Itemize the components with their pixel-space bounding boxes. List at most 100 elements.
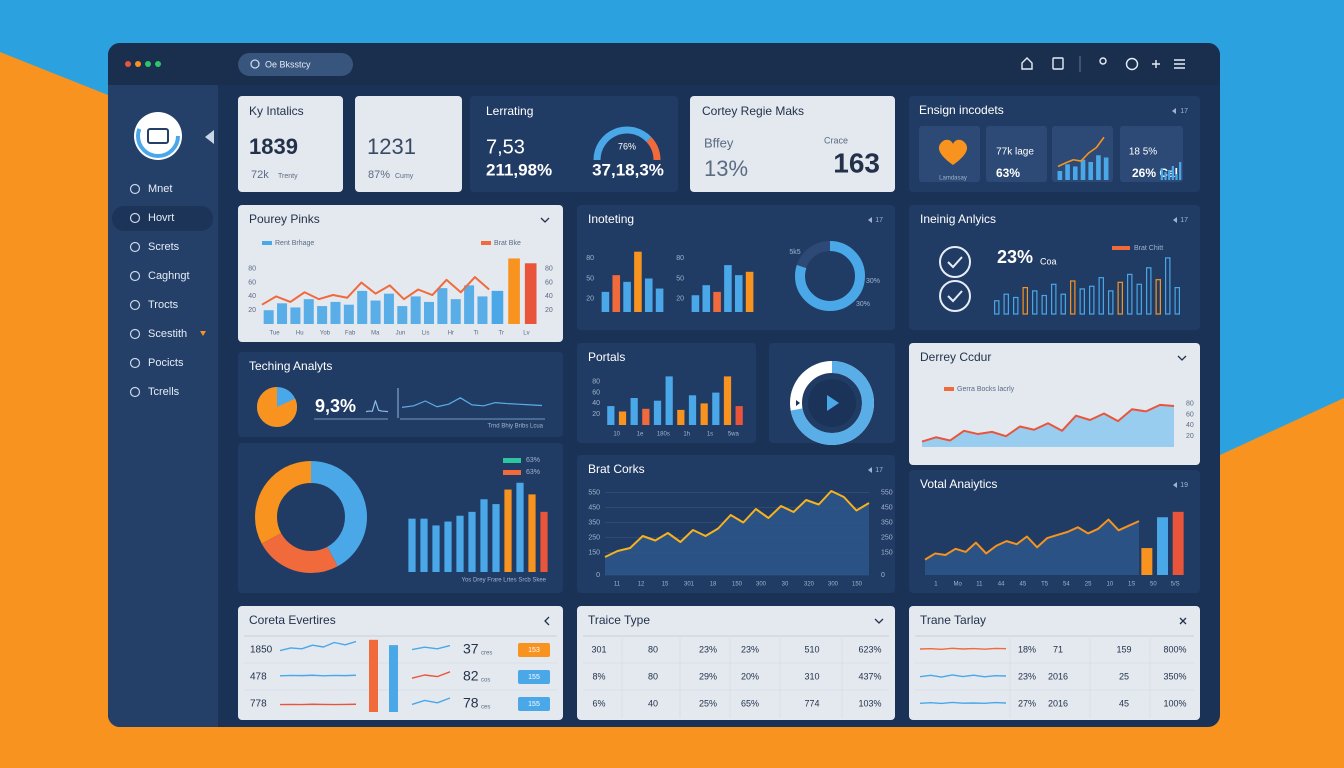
line — [365, 400, 389, 413]
x-tick-label: Tr — [499, 331, 504, 337]
bar — [1171, 166, 1174, 180]
control-arrow[interactable] — [1173, 217, 1177, 223]
menu-icon[interactable] — [1174, 59, 1185, 69]
y-tick-label: 250 — [588, 534, 600, 541]
donut-segment — [257, 387, 297, 427]
x-tick-label: 1e — [637, 432, 644, 438]
nav-active — [112, 206, 213, 231]
label: 30% — [866, 278, 880, 285]
gauge-value — [593, 126, 652, 161]
user-icon[interactable] — [1099, 57, 1107, 65]
table-cell: 623% — [858, 644, 881, 654]
panel — [238, 96, 343, 192]
x-tick-label: 12 — [638, 582, 645, 588]
table-cell: 80 — [648, 671, 658, 681]
y-tick-label: 80 — [248, 266, 256, 273]
doc-icon[interactable] — [1052, 57, 1064, 70]
bar — [410, 296, 421, 324]
x-tick-label: Hu — [296, 331, 304, 337]
bar — [1136, 283, 1142, 315]
label: 478 — [250, 672, 267, 683]
table-cell: 29% — [699, 671, 717, 681]
collapse-arrow[interactable] — [205, 130, 214, 144]
search-box[interactable] — [238, 53, 353, 76]
play-icon[interactable] — [827, 395, 839, 411]
window-dot — [135, 61, 141, 67]
nav-item[interactable]: Hovrt — [148, 212, 174, 224]
x-tick-label: 5/S — [1171, 582, 1180, 588]
x-tick-label: 180s — [657, 432, 670, 438]
table-title: Coreta Evertires — [249, 613, 336, 627]
y-tick-label: 40 — [1186, 422, 1194, 429]
area — [605, 491, 869, 575]
legend-swatch — [503, 458, 521, 463]
chevron[interactable] — [1177, 355, 1187, 361]
nav-item[interactable]: Tcrells — [148, 386, 180, 398]
panel-title: Portals — [588, 350, 625, 364]
table-cell: 27% — [1018, 698, 1036, 708]
table-cell: 100% — [1163, 698, 1186, 708]
close[interactable] — [1179, 617, 1187, 625]
bar — [303, 299, 314, 324]
panel-title: Pourey Pinks — [249, 212, 320, 226]
line — [919, 647, 1007, 650]
bar — [508, 258, 520, 324]
chevron[interactable] — [874, 618, 884, 624]
table-cell: 80 — [648, 644, 658, 654]
line — [924, 518, 1140, 561]
control-arrow[interactable] — [868, 467, 872, 473]
chevron[interactable] — [544, 616, 550, 626]
bar — [677, 409, 685, 425]
control-arrow[interactable] — [868, 217, 872, 223]
nav-item[interactable]: Trocts — [148, 299, 179, 311]
control-arrow[interactable] — [1172, 108, 1176, 114]
bar — [612, 275, 621, 312]
panel-title: Ineinig Anlyics — [920, 212, 996, 226]
control-arrow[interactable] — [1173, 482, 1177, 488]
tile — [986, 126, 1047, 182]
bar — [634, 251, 642, 312]
label: 23% — [997, 247, 1033, 267]
add-icon[interactable] — [1152, 60, 1160, 68]
label: 77k lage — [996, 147, 1034, 158]
panel — [238, 443, 563, 593]
x-tick-label: Hr — [448, 331, 454, 337]
y-tick-label: 80 — [592, 379, 600, 386]
bar — [424, 301, 435, 324]
tile — [1120, 126, 1183, 182]
nav-item[interactable]: Caghngt — [148, 270, 190, 282]
nav-icon — [129, 183, 141, 195]
bar — [655, 288, 664, 312]
chevron[interactable] — [540, 217, 550, 223]
x-tick-label: 300 — [756, 582, 767, 588]
label: 76% — [618, 141, 636, 151]
nav-item[interactable]: Mnet — [148, 183, 172, 195]
logo-ring — [136, 114, 180, 158]
line — [411, 671, 451, 679]
panel-title: Inoteting — [588, 212, 634, 226]
label: 30% — [856, 301, 870, 308]
bar — [734, 275, 743, 312]
bar — [1179, 162, 1182, 180]
bar — [745, 271, 754, 312]
legend-swatch — [262, 241, 272, 245]
nav-item[interactable]: Pocicts — [148, 357, 184, 369]
table-cell: 65% — [741, 698, 759, 708]
bar — [383, 293, 394, 324]
y-tick-label: 450 — [588, 504, 600, 511]
label: 155 — [528, 674, 540, 681]
bar — [1003, 293, 1009, 315]
y-tick-label: 60 — [545, 279, 553, 286]
label: 163 — [833, 147, 880, 178]
nav-item[interactable]: Scestith — [148, 328, 187, 340]
x-tick-label: Jun — [396, 331, 406, 337]
window-dot — [145, 61, 151, 67]
y-tick-label: 40 — [248, 293, 256, 300]
clock-icon[interactable] — [1125, 57, 1139, 71]
nav-item[interactable]: Screts — [148, 241, 180, 253]
table-cell: 2016 — [1048, 698, 1068, 708]
home-icon[interactable] — [1021, 57, 1033, 70]
bar — [1057, 171, 1063, 180]
